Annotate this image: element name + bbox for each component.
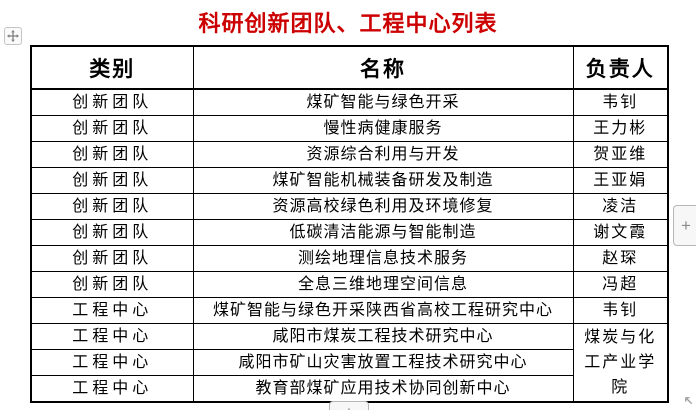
table-row: 工程中心 咸阳市矿山灾害放置工程技术研究中心 <box>30 349 668 376</box>
name-cell[interactable]: 煤矿智能与绿色开采陕西省高校工程研究中心 <box>192 297 574 324</box>
table-row: 工程中心 教育部煤矿应用技术协同创新中心 <box>30 375 668 403</box>
name-cell[interactable]: 教育部煤矿应用技术协同创新中心 <box>192 375 574 403</box>
name-cell[interactable]: 资源综合利用与开发 <box>192 141 574 168</box>
table-row: 创新团队 测绘地理信息技术服务 赵琛 <box>30 245 669 272</box>
category-cell[interactable]: 创新团队 <box>30 88 194 116</box>
name-cell[interactable]: 煤矿智能机械装备研发及制造 <box>192 167 574 194</box>
name-cell[interactable]: 慢性病健康服务 <box>192 115 574 142</box>
name-cell[interactable]: 低碳清洁能源与智能制造 <box>192 219 574 246</box>
leader-cell[interactable]: 贺亚维 <box>572 141 669 168</box>
category-cell[interactable]: 创新团队 <box>30 219 194 246</box>
table-row: 工程中心 煤矿智能与绿色开采陕西省高校工程研究中心 韦钊 <box>30 297 669 324</box>
category-cell[interactable]: 工程中心 <box>30 375 194 403</box>
plus-icon: + <box>344 404 354 410</box>
category-cell[interactable]: 创新团队 <box>30 271 194 298</box>
name-cell[interactable]: 煤矿智能与绿色开采 <box>192 88 574 116</box>
table-row: 创新团队 低碳清洁能源与智能制造 谢文霞 <box>30 219 669 246</box>
table-row: 创新团队 煤矿智能与绿色开采 韦钊 <box>30 88 669 116</box>
header-name[interactable]: 名称 <box>192 45 574 90</box>
leader-cell[interactable]: 赵琛 <box>572 245 669 272</box>
table-row: 创新团队 资源高校绿色利用及环境修复 凌洁 <box>30 193 669 220</box>
category-cell[interactable]: 创新团队 <box>30 245 194 272</box>
category-cell[interactable]: 创新团队 <box>30 193 194 220</box>
plus-icon: + <box>681 216 691 235</box>
header-leader[interactable]: 负责人 <box>572 45 669 90</box>
category-cell[interactable]: 创新团队 <box>30 115 194 142</box>
insert-row-button-right[interactable]: + <box>673 205 696 246</box>
category-cell[interactable]: 工程中心 <box>30 349 194 376</box>
leader-cell[interactable]: 韦钊 <box>572 297 669 324</box>
leader-cell[interactable]: 冯超 <box>572 271 669 298</box>
name-cell[interactable]: 测绘地理信息技术服务 <box>192 245 574 272</box>
table-row: 工程中心 咸阳市煤炭工程技术研究中心 煤炭与化工产业学院 <box>30 323 669 403</box>
table-row: 创新团队 煤矿智能机械装备研发及制造 王亚娟 <box>30 167 669 194</box>
category-cell[interactable]: 工程中心 <box>30 323 194 350</box>
name-cell[interactable]: 资源高校绿色利用及环境修复 <box>192 193 574 220</box>
page-title[interactable]: 科研创新团队、工程中心列表 <box>198 11 498 36</box>
header-category[interactable]: 类别 <box>30 45 194 90</box>
category-cell[interactable]: 创新团队 <box>30 167 194 194</box>
table-row: 创新团队 全息三维地理空间信息 冯超 <box>30 271 669 298</box>
leader-cell[interactable]: 王亚娟 <box>572 167 669 194</box>
category-cell[interactable]: 工程中心 <box>30 297 194 324</box>
leader-cell[interactable]: 凌洁 <box>572 193 669 220</box>
table-resize-handle[interactable] <box>681 393 695 407</box>
leader-cell[interactable]: 王力彬 <box>572 115 669 142</box>
leader-cell[interactable]: 韦钊 <box>572 88 669 116</box>
name-cell[interactable]: 全息三维地理空间信息 <box>192 271 574 298</box>
leader-cell-merged[interactable]: 煤炭与化工产业学院 <box>572 323 669 403</box>
name-cell[interactable]: 咸阳市矿山灾害放置工程技术研究中心 <box>192 349 574 376</box>
research-teams-table: 类别 名称 负责人 创新团队 煤矿智能与绿色开采 韦钊 创新团队 慢性病健康服务… <box>30 45 669 403</box>
table-row: 创新团队 慢性病健康服务 王力彬 <box>30 115 669 142</box>
move-cross-icon <box>7 30 19 42</box>
insert-row-button-bottom[interactable]: + <box>329 401 369 410</box>
leader-cell[interactable]: 谢文霞 <box>572 219 669 246</box>
table-move-handle[interactable] <box>4 27 22 45</box>
name-cell[interactable]: 咸阳市煤炭工程技术研究中心 <box>192 323 574 350</box>
diagonal-resize-arrow-icon <box>683 395 694 406</box>
category-cell[interactable]: 创新团队 <box>30 141 194 168</box>
table-header-row: 类别 名称 负责人 <box>30 45 669 90</box>
table-row: 创新团队 资源综合利用与开发 贺亚维 <box>30 141 669 168</box>
